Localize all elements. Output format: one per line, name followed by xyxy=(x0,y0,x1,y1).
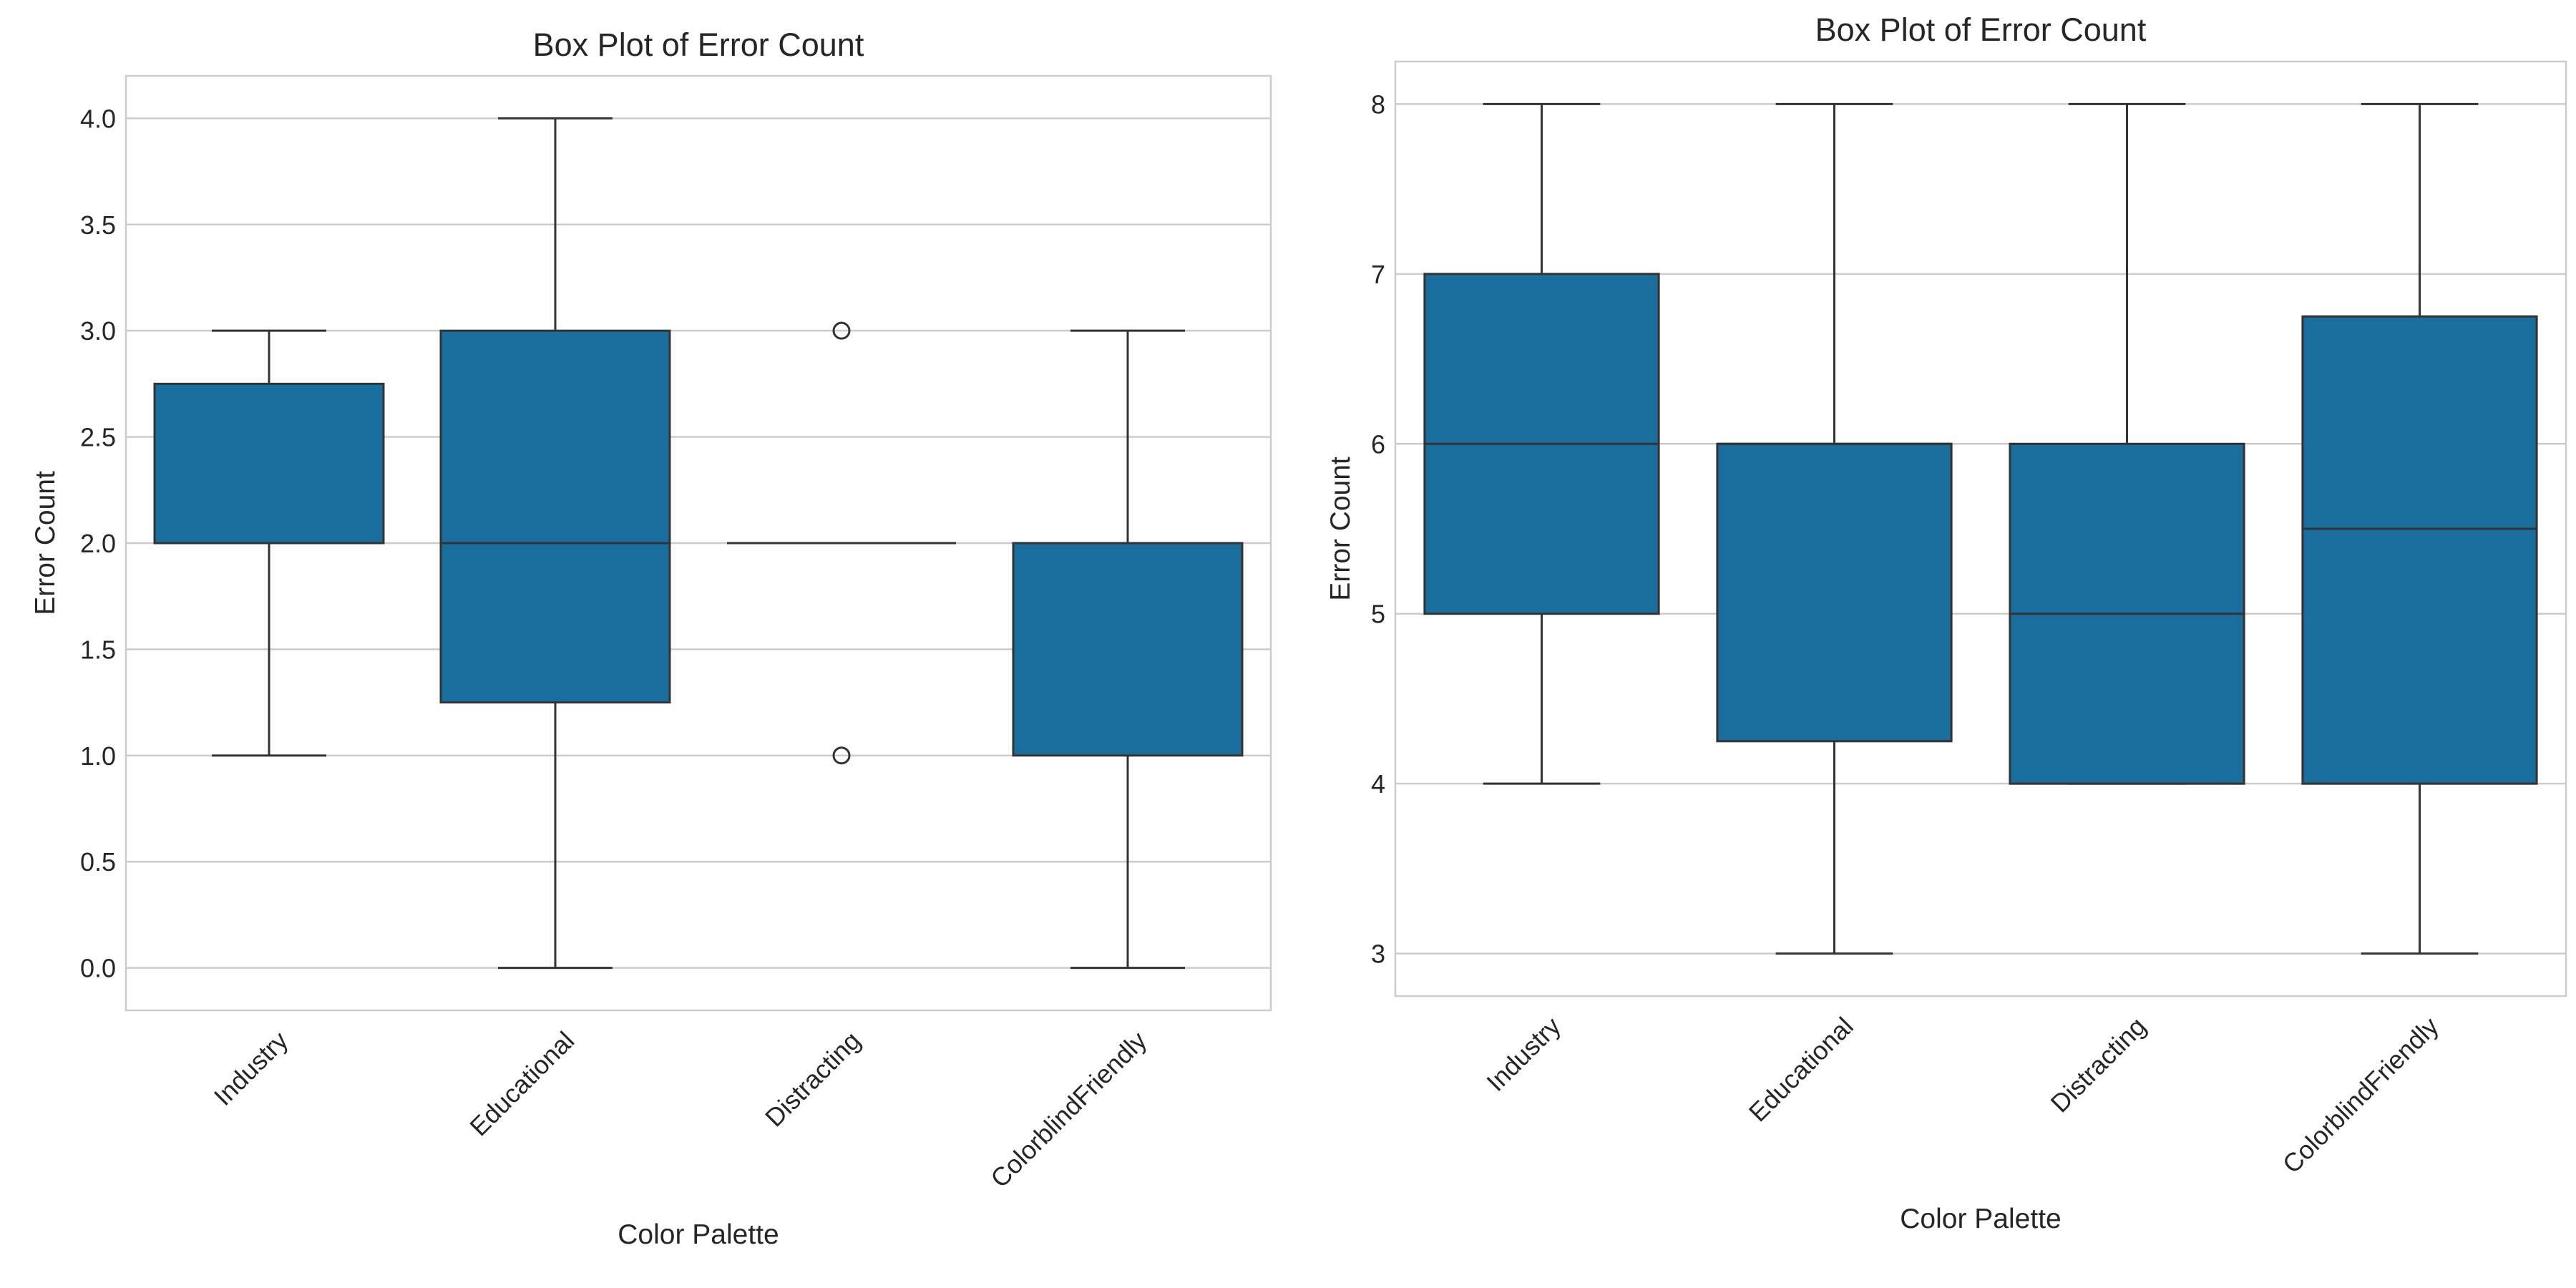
box-body xyxy=(153,382,385,545)
boxes xyxy=(153,117,1244,970)
outlier-point xyxy=(832,746,851,765)
box-distracting xyxy=(2009,102,2245,785)
box-body xyxy=(1716,442,1953,743)
y-tick-label: 7 xyxy=(1371,260,1385,289)
box-industry xyxy=(153,329,385,757)
y-tick-label: 2.5 xyxy=(80,423,116,452)
outlier-point xyxy=(832,321,851,340)
x-tick-label: Educational xyxy=(1743,1011,1859,1127)
y-tick-label: 0.5 xyxy=(80,847,116,877)
y-tick-label: 4.0 xyxy=(80,104,116,133)
box-body xyxy=(1012,542,1244,757)
chart-title: Box Plot of Error Count xyxy=(1815,11,2147,48)
x-tick-label: Educational xyxy=(464,1025,580,1141)
box-educational xyxy=(1716,102,1953,955)
x-tick-label: Distracting xyxy=(2045,1011,2152,1118)
x-tick-labels: Industry Educational Distracting Colorblind… xyxy=(1480,1011,2444,1179)
x-axis-label: Color Palette xyxy=(1900,1204,2061,1234)
y-axis-label: Error Count xyxy=(1325,457,1356,601)
x-tick-label: Distracting xyxy=(759,1025,866,1132)
x-tick-label: Industry xyxy=(208,1025,294,1111)
y-tick-label: 1.0 xyxy=(80,741,116,771)
y-tick-label: 3 xyxy=(1371,940,1385,969)
y-tick-labels: 0.0 0.5 1.0 1.5 2.0 2.5 3.0 3.5 4.0 xyxy=(80,104,116,982)
box-colorblindfriendly xyxy=(1012,329,1244,970)
box-body xyxy=(439,329,671,704)
plot-area-frame xyxy=(1394,60,2567,997)
y-tick-label: 1.5 xyxy=(80,635,116,664)
x-tick-labels: Industry Educational Distracting Colorblind… xyxy=(208,1025,1153,1193)
y-tick-label: 8 xyxy=(1371,89,1385,119)
left-box-plot-panel: 0.0 0.5 1.0 1.5 2.0 2.5 3.0 3.5 4.0 Industry Educ… xyxy=(30,26,1272,1250)
box-distracting xyxy=(727,321,956,765)
box-educational xyxy=(439,117,671,970)
x-tick-label: ColorblindFriendly xyxy=(985,1025,1152,1193)
right-box-plot-panel: 3 4 5 6 7 8 Industry Educational Distracting Col… xyxy=(1325,11,2567,1234)
boxes xyxy=(1423,102,2538,955)
chart-title: Box Plot of Error Count xyxy=(533,26,864,63)
box-industry xyxy=(1423,102,1660,785)
y-tick-label: 4 xyxy=(1371,769,1385,799)
box-body xyxy=(2301,315,2538,785)
y-tick-label: 2.0 xyxy=(80,529,116,558)
y-tick-label: 6 xyxy=(1371,429,1385,459)
y-tick-label: 5 xyxy=(1371,600,1385,629)
x-tick-label: ColorblindFriendly xyxy=(2277,1011,2444,1179)
y-tick-label: 0.0 xyxy=(80,954,116,983)
x-axis-label: Color Palette xyxy=(618,1219,779,1250)
y-tick-labels: 3 4 5 6 7 8 xyxy=(1371,89,1385,968)
y-tick-label: 3.5 xyxy=(80,210,116,240)
x-tick-label: Industry xyxy=(1480,1011,1566,1097)
y-tick-label: 3.0 xyxy=(80,316,116,346)
box-colorblindfriendly xyxy=(2301,102,2538,955)
y-axis-label: Error Count xyxy=(30,471,61,615)
